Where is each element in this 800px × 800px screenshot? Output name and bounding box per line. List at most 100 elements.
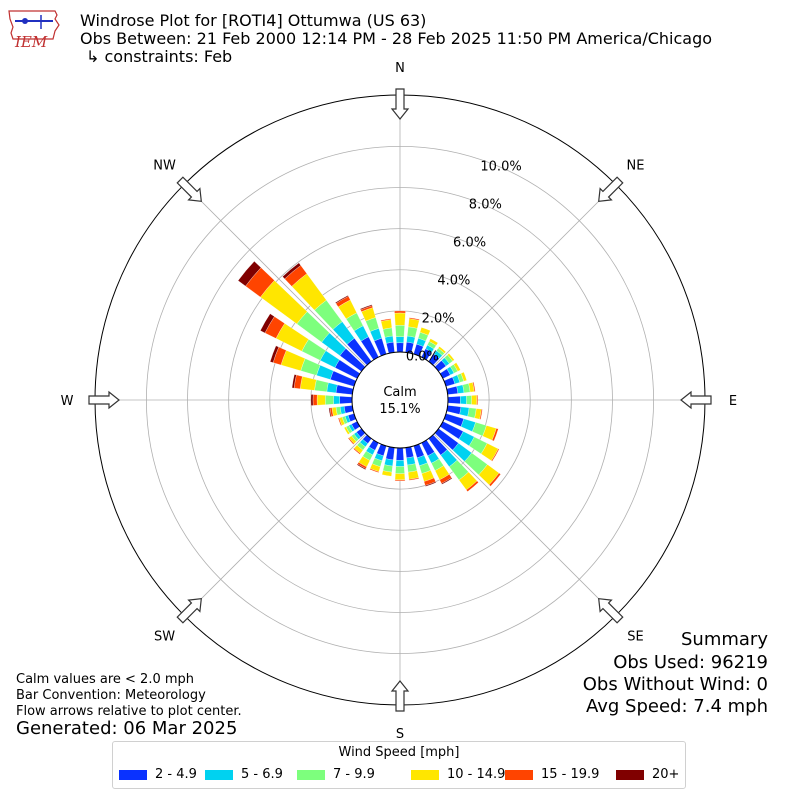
legend-item: 5 - 6.9 — [205, 767, 283, 783]
sector-bar-group — [291, 374, 354, 395]
wind-bar-segment — [394, 310, 406, 314]
wind-bar-segment — [447, 396, 461, 404]
wind-bar-segment — [269, 345, 279, 363]
chart-title: Windrose Plot for [ROTI4] Ottumwa (US 63… — [80, 11, 427, 30]
flow-arrow-icon — [176, 176, 202, 202]
wind-bar-segment — [300, 376, 317, 391]
wind-bar-segment — [453, 362, 461, 372]
wind-bar-segment — [333, 395, 340, 405]
calm-label: Calm — [383, 385, 416, 400]
legend-item: 10 - 14.9 — [411, 767, 505, 783]
wind-bar-segment — [356, 463, 367, 470]
legend-swatch — [119, 769, 147, 780]
direction-label: E — [729, 394, 737, 409]
radial-tick-label: 10.0% — [480, 160, 521, 175]
flow-arrow-icon — [390, 680, 410, 712]
wind-bar-segment — [466, 480, 479, 492]
calm-value: 15.1% — [379, 402, 420, 417]
legend-item: 15 - 19.9 — [505, 767, 599, 783]
sector-bar-group — [381, 446, 395, 477]
sector-bar-group — [328, 405, 354, 418]
legend-swatch — [505, 769, 533, 780]
sector-bar-group — [369, 443, 387, 473]
wind-bar-segment — [395, 466, 405, 474]
grid-ring — [269, 269, 531, 531]
sector-bar-group — [394, 447, 406, 482]
radial-tick-label: 8.0% — [469, 198, 502, 213]
wind-bar-segment — [394, 312, 406, 326]
bar-convention-note: Bar Convention: Meteorology — [16, 688, 206, 703]
direction-label: NW — [153, 159, 176, 174]
sector-bar-group — [446, 405, 483, 420]
summary-avg-speed: Avg Speed: 7.4 mph — [586, 696, 768, 717]
radial-tick-label: 4.0% — [437, 274, 470, 289]
wind-bar-segment — [491, 448, 500, 462]
grid-spoke — [433, 433, 616, 616]
wind-bar-segment — [441, 477, 453, 485]
wind-bar-segment — [353, 447, 361, 455]
chart-subtitle-constraints: ↳ constraints: Feb — [86, 47, 233, 66]
legend-swatch — [205, 769, 233, 780]
grid-spoke — [184, 184, 367, 367]
sector-bar-group — [421, 338, 439, 361]
wind-bar-segment — [339, 396, 353, 404]
grid-ring — [228, 228, 572, 572]
wind-bar-segment — [407, 326, 418, 338]
wind-bar-segment — [386, 341, 395, 354]
summary-obs-without-wind: Obs Without Wind: 0 — [582, 674, 768, 695]
wind-bar-segment — [385, 446, 395, 461]
wind-bar-segment — [459, 406, 470, 417]
sector-bar-group — [434, 353, 455, 372]
svg-text:IEM: IEM — [14, 33, 48, 51]
direction-label: SW — [154, 629, 175, 644]
sector-bar-group — [356, 439, 379, 470]
wind-bar-segment — [408, 317, 420, 321]
wind-bar-segment — [419, 327, 431, 336]
sector-bar-group — [413, 443, 437, 487]
legend-title: Wind Speed [mph] — [338, 745, 460, 760]
wind-bar-segment — [347, 437, 355, 445]
sector-bar-group — [421, 439, 453, 485]
wind-bar-segment — [395, 336, 405, 344]
sector-bar-group — [434, 428, 501, 487]
iowa-map-icon: IEM — [8, 10, 60, 51]
wind-bar-segment — [460, 371, 467, 382]
wind-bar-segment — [491, 428, 499, 442]
direction-label: W — [61, 394, 74, 409]
flow-arrows-note: Flow arrows relative to plot center. — [16, 704, 242, 719]
wind-bar-segment — [466, 395, 472, 405]
wind-bar-segment — [312, 394, 318, 406]
radial-tick-label: 2.0% — [422, 312, 455, 327]
legend-label: 20+ — [652, 767, 680, 782]
legend-label: 10 - 14.9 — [447, 767, 506, 782]
calm-note: Calm values are < 2.0 mph — [16, 672, 195, 687]
wind-bar-segment — [396, 447, 404, 461]
calm-circle — [351, 351, 449, 449]
radial-tick-label: 0.0% — [406, 350, 439, 365]
wind-bar-segment — [326, 382, 338, 393]
wind-bar-segment — [314, 379, 329, 392]
sector-bar-group — [337, 413, 357, 426]
wind-bar-segment — [447, 353, 455, 362]
sector-bar-group — [405, 446, 420, 481]
wind-bar-segment — [337, 417, 343, 426]
wind-bar-segment — [369, 468, 380, 473]
wind-bar-segment — [438, 346, 447, 354]
chart-subtitle-range: Obs Between: 21 Feb 2000 12:14 PM - 28 F… — [80, 29, 713, 48]
wind-bar-segment — [395, 460, 405, 467]
sector-bar-group — [260, 313, 361, 379]
wind-bar-segment — [335, 384, 354, 395]
legend-item: 7 - 9.9 — [297, 767, 375, 783]
sector-bar-group — [443, 371, 467, 387]
grid-spoke — [433, 184, 616, 367]
iem-logo: IEM — [5, 5, 63, 51]
sector-bar-group — [413, 327, 431, 357]
wind-bar-segment — [479, 408, 483, 420]
flow-arrow-icon — [176, 598, 202, 624]
sector-bar-group — [269, 345, 357, 387]
wind-bar-segment — [343, 426, 350, 435]
sector-bar-group — [310, 394, 353, 406]
sector-bar-group — [360, 304, 387, 357]
sector-bar-group — [439, 421, 500, 462]
